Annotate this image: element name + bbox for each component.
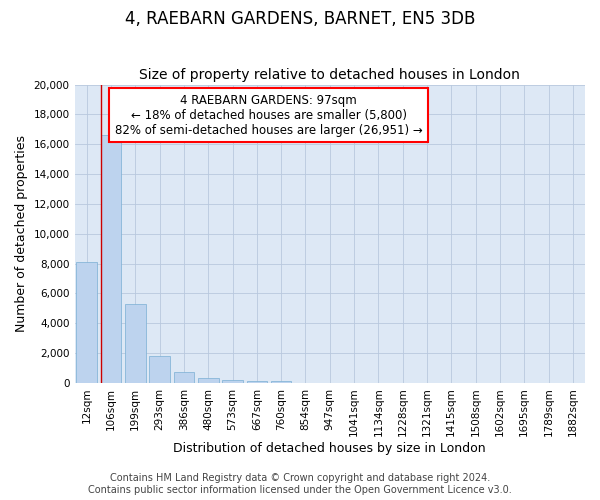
Bar [247, 380, 267, 383]
Bar [222, 380, 243, 383]
Text: 4, RAEBARN GARDENS, BARNET, EN5 3DB: 4, RAEBARN GARDENS, BARNET, EN5 3DB [125, 10, 475, 28]
Bar [125, 304, 146, 383]
Text: Contains HM Land Registry data © Crown copyright and database right 2024.
Contai: Contains HM Land Registry data © Crown c… [88, 474, 512, 495]
Text: 4 RAEBARN GARDENS: 97sqm
← 18% of detached houses are smaller (5,800)
82% of sem: 4 RAEBARN GARDENS: 97sqm ← 18% of detach… [115, 94, 422, 136]
Bar [173, 372, 194, 383]
Title: Size of property relative to detached houses in London: Size of property relative to detached ho… [139, 68, 520, 82]
Bar [271, 381, 292, 383]
Bar [198, 378, 218, 383]
Bar [76, 262, 97, 383]
Y-axis label: Number of detached properties: Number of detached properties [15, 135, 28, 332]
X-axis label: Distribution of detached houses by size in London: Distribution of detached houses by size … [173, 442, 486, 455]
Bar [149, 356, 170, 383]
Bar [101, 136, 121, 383]
